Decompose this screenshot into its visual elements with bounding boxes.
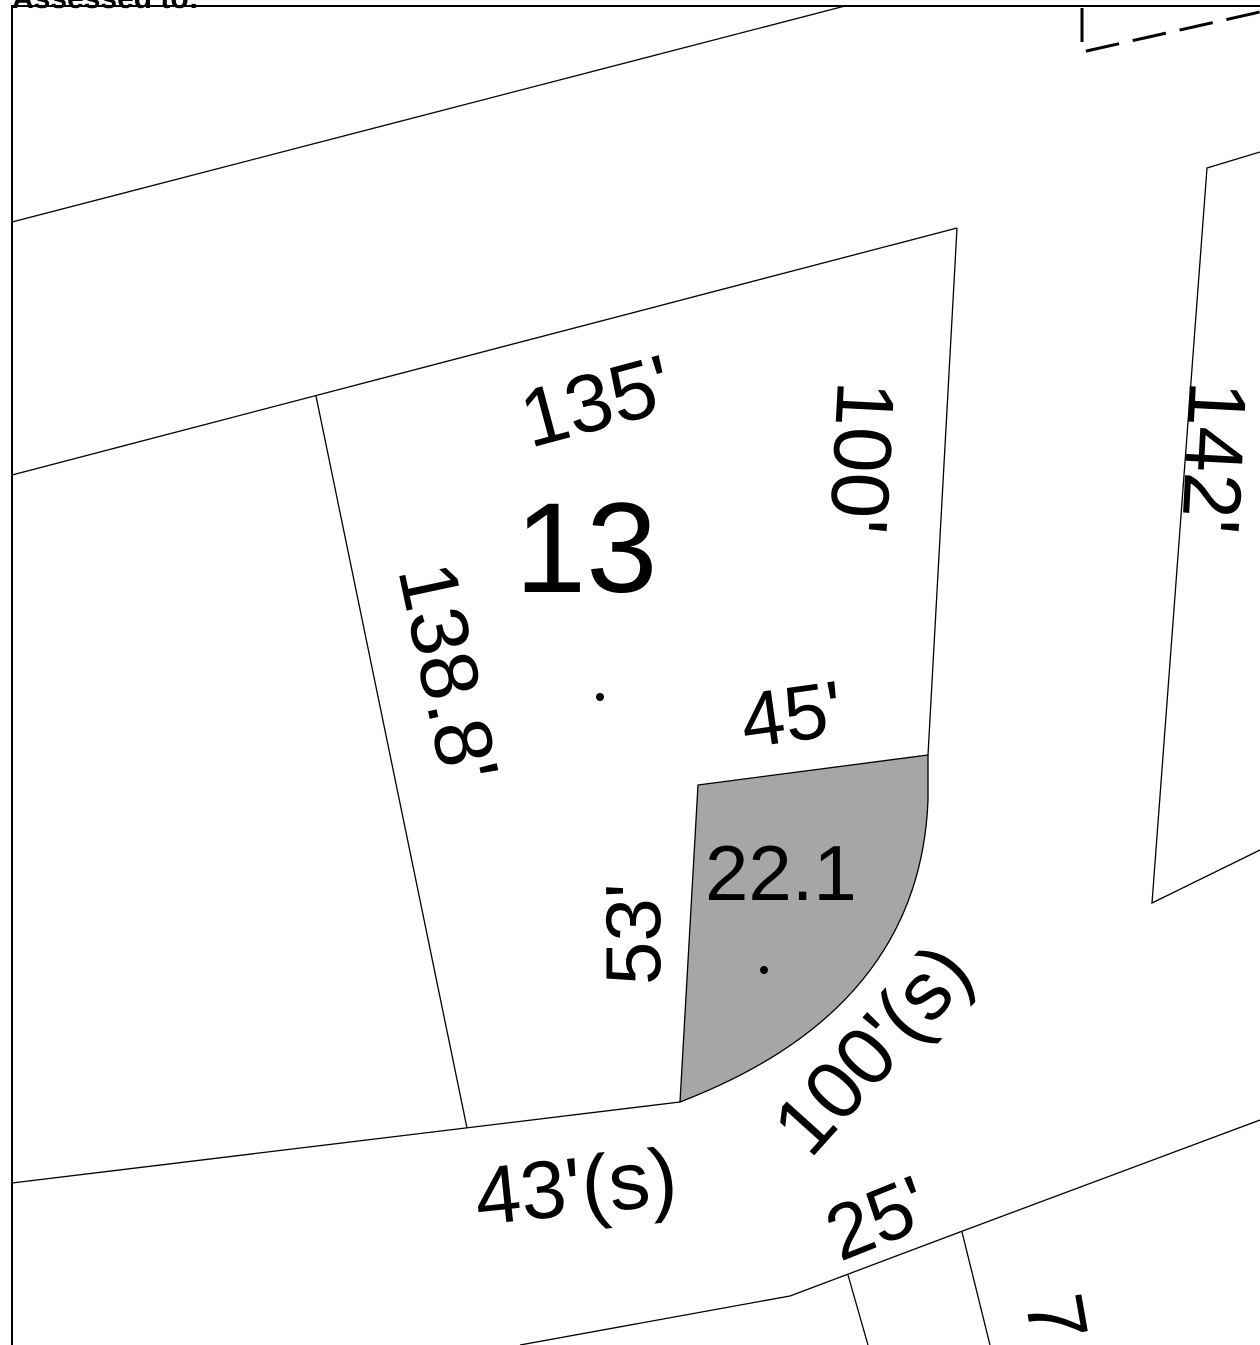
dim-east: 100' — [812, 379, 911, 536]
road-line-south — [11, 1101, 681, 1184]
lot-line-lower-b — [961, 1231, 991, 1345]
dim-west: 138.8' — [380, 555, 515, 790]
sub-parcel-centroid-dot — [760, 966, 768, 974]
neighbor-parcel-right — [1151, 151, 1260, 905]
dim-inner-top: 45' — [735, 664, 848, 765]
lot-line-top — [11, 5, 846, 223]
dim-inner-left: 53' — [589, 883, 677, 985]
sub-parcel-number: 22.1 — [705, 829, 857, 917]
lot-number: 13 — [515, 477, 657, 620]
neighbor-number-bottom: 7 — [1007, 1287, 1105, 1345]
lot-line-lower-a — [847, 1274, 869, 1345]
road-line-bottom — [519, 1295, 791, 1345]
road-line-lower — [789, 1119, 1260, 1297]
lot-line-east — [927, 227, 958, 756]
neighbor-dim-right: 142' — [1164, 379, 1260, 536]
map-frame — [11, 5, 1260, 1345]
lot-line-west — [315, 395, 468, 1129]
dim-lower: 25' — [813, 1158, 940, 1278]
dashed-boundary — [1080, 8, 1260, 54]
dim-north: 135' — [511, 338, 682, 465]
lot-centroid-dot — [596, 693, 604, 701]
dim-south: 43'(s) — [470, 1131, 681, 1243]
header-assessed-to: Assessed to: — [12, 0, 199, 15]
lot-line-north — [11, 227, 958, 476]
shaded-sub-parcel — [679, 754, 929, 1103]
